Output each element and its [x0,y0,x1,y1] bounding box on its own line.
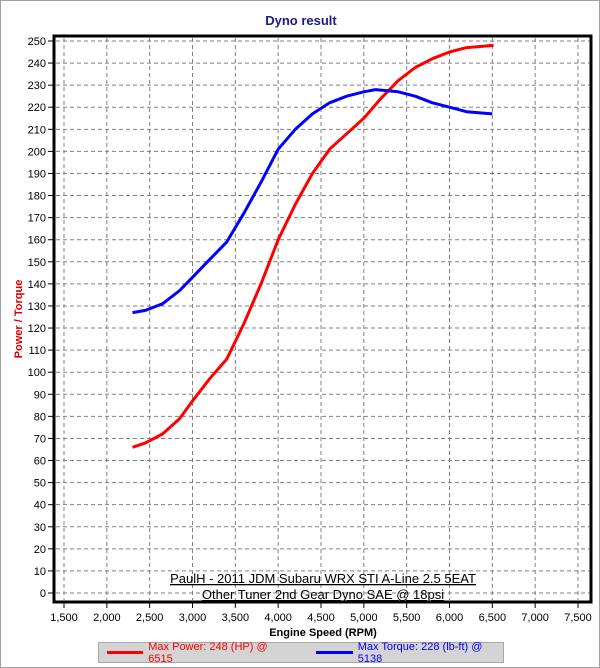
x-tick-label: 3,500 [222,612,250,624]
annotation-line-1: PaulH - 2011 JDM Subaru WRX STI A-Line 2… [170,571,476,586]
chart-svg: Dyno result 0 10 20 30 40 50 60 70 80 90 100 110 120… [13,13,593,639]
y-tick-label: 230 [28,80,46,92]
x-tick-label: 2,500 [136,612,164,624]
power-legend-swatch [107,651,144,654]
y-axis-label: Power / Torque [13,280,25,359]
torque-legend-label: Max Torque: 228 (lb-ft) @ 5138 [357,640,483,665]
y-tick-label: 220 [28,102,46,114]
power-legend-label: Max Power: 248 (HP) @ 6515 [148,640,268,665]
y-tick-label: 30 [34,522,46,534]
y-tick-label: 140 [28,279,46,291]
x-tick-label: 6,000 [436,612,464,624]
x-tick-label: 4,500 [307,612,335,624]
x-tick-label: 7,500 [564,612,592,624]
x-tick-label: 4,000 [264,612,292,624]
power-curve [132,43,494,449]
x-tick-label: 2,000 [93,612,121,624]
y-tick-label: 110 [28,345,46,357]
y-tick-label: 40 [34,500,46,512]
y-tick-label: 60 [34,456,46,468]
y-tick-label: 180 [28,191,46,203]
y-tick-label: 150 [28,257,46,269]
x-tick-label: 5,500 [393,612,421,624]
y-tick-label: 170 [28,213,46,225]
y-tick-label: 240 [28,58,46,70]
y-tick-label: 190 [28,168,46,180]
x-tick-label: 6,500 [479,612,507,624]
y-tick-label: 10 [34,566,46,578]
torque-curve [132,88,493,315]
y-tick-label: 250 [28,36,46,48]
y-tick-label: 20 [34,544,46,556]
annotation-line-2: Other Tuner 2nd Gear Dyno SAE @ 18psi [202,587,444,602]
x-tick-label: 1,500 [50,612,78,624]
y-tick-label: 50 [34,478,46,490]
torque-legend-swatch [316,651,353,654]
y-tick-label: 80 [34,411,46,423]
y-tick-label: 0 [40,588,46,600]
x-tick-label: 7,000 [521,612,549,624]
y-tick-label: 120 [28,323,46,335]
plot-frame [52,34,593,604]
x-axis-label: Engine Speed (RPM) [269,627,377,639]
legend: Max Power: 248 (HP) @ 6515 Max Torque: 2… [98,640,504,665]
y-tick-label: 210 [28,124,46,136]
x-tick-label: 3,000 [179,612,207,624]
y-tick-label: 90 [34,389,46,401]
x-tick-label: 5,000 [350,612,378,624]
y-tick-label: 200 [28,146,46,158]
y-tick-label: 70 [34,433,46,445]
y-tick-label: 130 [28,301,46,313]
chart-title: Dyno result [265,13,337,28]
y-tick-label: 100 [28,367,46,379]
y-tick-label: 160 [28,235,46,247]
